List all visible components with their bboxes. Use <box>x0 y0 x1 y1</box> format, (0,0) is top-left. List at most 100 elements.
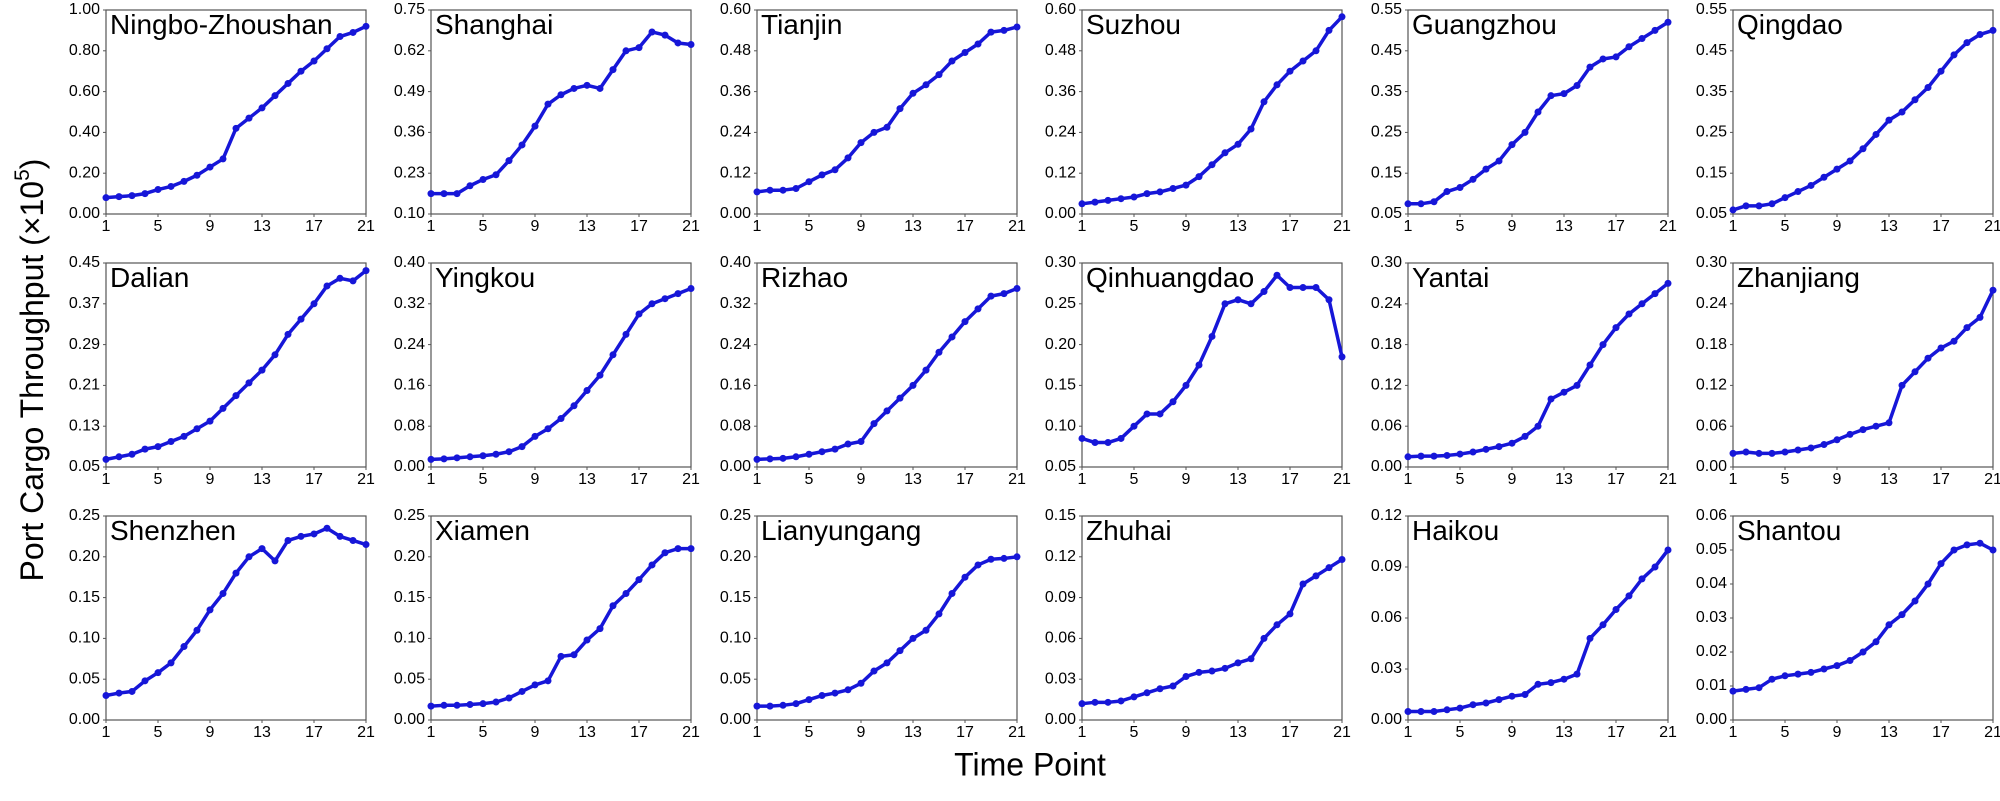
x-tick-label: 1 <box>102 218 111 235</box>
data-point <box>1911 597 1919 605</box>
data-point <box>1404 708 1412 715</box>
subplot: 0.00 0.12 0.24 0.36 0.48 0.60 1 5 9 13 17 21 Tianjin <box>720 1 1026 235</box>
data-point <box>1469 448 1477 456</box>
data-point <box>1963 324 1971 332</box>
data-point <box>1833 165 1841 173</box>
data-point <box>1208 161 1216 169</box>
data-point <box>1885 621 1893 629</box>
y-tick-label: 0.55 <box>1696 1 1727 18</box>
data-point <box>1664 546 1672 554</box>
x-tick-label: 5 <box>479 218 488 235</box>
x-tick-label: 21 <box>682 471 700 488</box>
y-tick-label: 0.05 <box>1696 541 1727 558</box>
subplot: 0.00 0.05 0.10 0.15 0.20 0.25 1 5 9 13 17 21 Xiamen <box>394 507 700 741</box>
data-point <box>1430 708 1438 715</box>
y-tick-label: 0.03 <box>1045 670 1076 687</box>
data-point <box>896 105 904 113</box>
data-point <box>349 536 357 544</box>
subplot-title: Ningbo-Zhoushan <box>110 9 333 40</box>
data-point <box>974 561 982 569</box>
y-tick-label: 0.36 <box>1045 83 1076 100</box>
data-point <box>1091 439 1099 447</box>
x-tick-label: 1 <box>427 218 436 235</box>
y-tick-label: 0.32 <box>394 295 425 312</box>
data-point <box>687 545 695 553</box>
data-point <box>102 692 110 700</box>
y-tick-label: 0.48 <box>720 42 751 59</box>
data-point <box>258 366 266 374</box>
y-tick-label: 0.10 <box>394 205 425 222</box>
data-point <box>1195 361 1203 369</box>
x-tick-label: 9 <box>1833 471 1842 488</box>
y-tick-label: 0.00 <box>1696 458 1727 475</box>
y-tick-label: 0.24 <box>1696 295 1727 312</box>
plot-frame <box>430 262 692 468</box>
data-point <box>805 178 813 186</box>
x-tick-label: 1 <box>1078 724 1087 741</box>
data-point <box>1586 361 1594 369</box>
x-tick-label: 1 <box>102 724 111 741</box>
data-point <box>857 438 865 445</box>
data-point <box>1755 684 1763 692</box>
x-tick-label: 9 <box>1508 218 1517 235</box>
data-point <box>1299 57 1307 65</box>
y-tick-label: 0.20 <box>69 164 100 181</box>
data-point <box>1430 198 1438 206</box>
y-tick-label: 0.18 <box>1696 336 1727 353</box>
subplot: 0.00 0.08 0.16 0.24 0.32 0.40 1 5 9 13 17 21 Rizhao <box>720 254 1026 488</box>
x-tick-label: 9 <box>1508 724 1517 741</box>
data-point <box>193 425 201 433</box>
data-point <box>1742 448 1750 456</box>
x-tick-label: 13 <box>578 471 596 488</box>
x-tick-label: 1 <box>1729 724 1738 741</box>
data-point <box>1547 395 1555 403</box>
plot-frame <box>756 9 1018 215</box>
data-point <box>1664 279 1672 287</box>
y-tick-label: 0.24 <box>720 124 751 141</box>
data-point <box>271 92 279 100</box>
subplot: 0.00 0.06 0.12 0.18 0.24 0.30 1 5 9 13 17 21 Zhanjia… <box>1696 254 2000 488</box>
plot-frame <box>105 9 367 215</box>
data-point <box>362 22 370 30</box>
data-point <box>466 700 474 708</box>
y-tick-label: 0.00 <box>720 205 751 222</box>
y-tick-label: 0.12 <box>1371 377 1402 394</box>
subplot-title: Suzhou <box>1086 9 1181 40</box>
y-tick-label: 0.15 <box>69 589 100 606</box>
data-point <box>1833 662 1841 670</box>
x-tick-label: 9 <box>857 218 866 235</box>
x-tick-label: 13 <box>1880 218 1898 235</box>
y-tick-label: 0.40 <box>69 124 100 141</box>
y-tick-label: 0.23 <box>394 164 425 181</box>
y-tick-label: 0.12 <box>1045 548 1076 565</box>
subplot-title: Zhanjiang <box>1737 262 1860 293</box>
data-point <box>1078 434 1086 442</box>
x-tick-label: 13 <box>253 218 271 235</box>
data-point <box>1156 685 1164 693</box>
data-point <box>1625 310 1633 318</box>
y-tick-label: 0.05 <box>1696 205 1727 222</box>
y-tick-label: 0.80 <box>69 42 100 59</box>
data-point <box>427 702 435 710</box>
data-point <box>284 536 292 544</box>
subplot-title: Yantai <box>1412 262 1489 293</box>
data-point <box>362 541 370 549</box>
data-point <box>635 576 643 584</box>
data-point <box>922 626 930 634</box>
data-point <box>1482 699 1490 707</box>
y-tick-label: 0.06 <box>1045 630 1076 647</box>
subplot-title: Qingdao <box>1737 9 1843 40</box>
data-point <box>987 292 995 300</box>
y-tick-label: 0.13 <box>69 417 100 434</box>
data-point <box>154 669 162 677</box>
data-point <box>1625 43 1633 51</box>
plot-frame <box>1407 9 1669 215</box>
subplot-title: Lianyungang <box>761 515 921 546</box>
data-point <box>1456 450 1464 458</box>
y-tick-label: 0.06 <box>1696 507 1727 524</box>
data-point <box>1768 200 1776 208</box>
x-tick-label: 21 <box>357 471 375 488</box>
data-point <box>115 453 123 461</box>
data-point <box>1586 63 1594 71</box>
data-point <box>1950 51 1958 59</box>
